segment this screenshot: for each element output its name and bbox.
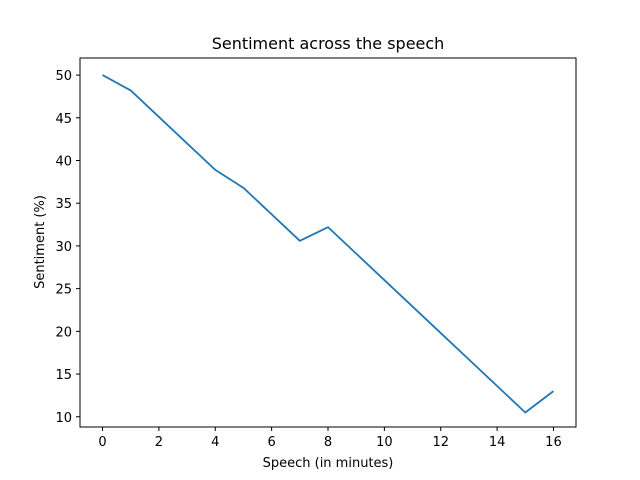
x-tick-label: 16	[545, 435, 562, 450]
x-tick-label: 6	[267, 435, 275, 450]
y-tick-label: 35	[55, 197, 72, 212]
y-tick-label: 10	[55, 411, 72, 426]
x-tick-label: 0	[98, 435, 106, 450]
y-tick-label: 20	[55, 325, 72, 340]
y-tick-label: 30	[55, 240, 72, 255]
x-tick-label: 2	[155, 435, 163, 450]
chart-title: Sentiment across the speech	[212, 34, 445, 53]
x-tick-label: 10	[376, 435, 393, 450]
x-axis: 0 2 4 6 8 10 12 14 16	[98, 427, 562, 450]
x-tick-label: 4	[211, 435, 219, 450]
y-axis: 10 15 20 25 30 35 40 45 50	[55, 69, 80, 426]
x-tick-label: 12	[432, 435, 449, 450]
x-tick-label: 14	[489, 435, 506, 450]
y-axis-label: Sentiment (%)	[33, 195, 48, 289]
y-tick-label: 25	[55, 283, 72, 298]
y-tick-label: 45	[55, 112, 72, 127]
x-tick-label: 8	[324, 435, 332, 450]
y-tick-label: 50	[55, 69, 72, 84]
x-axis-label: Speech (in minutes)	[263, 456, 394, 471]
series-layer	[102, 74, 554, 414]
y-tick-label: 40	[55, 155, 72, 170]
y-tick-label: 15	[55, 368, 72, 383]
